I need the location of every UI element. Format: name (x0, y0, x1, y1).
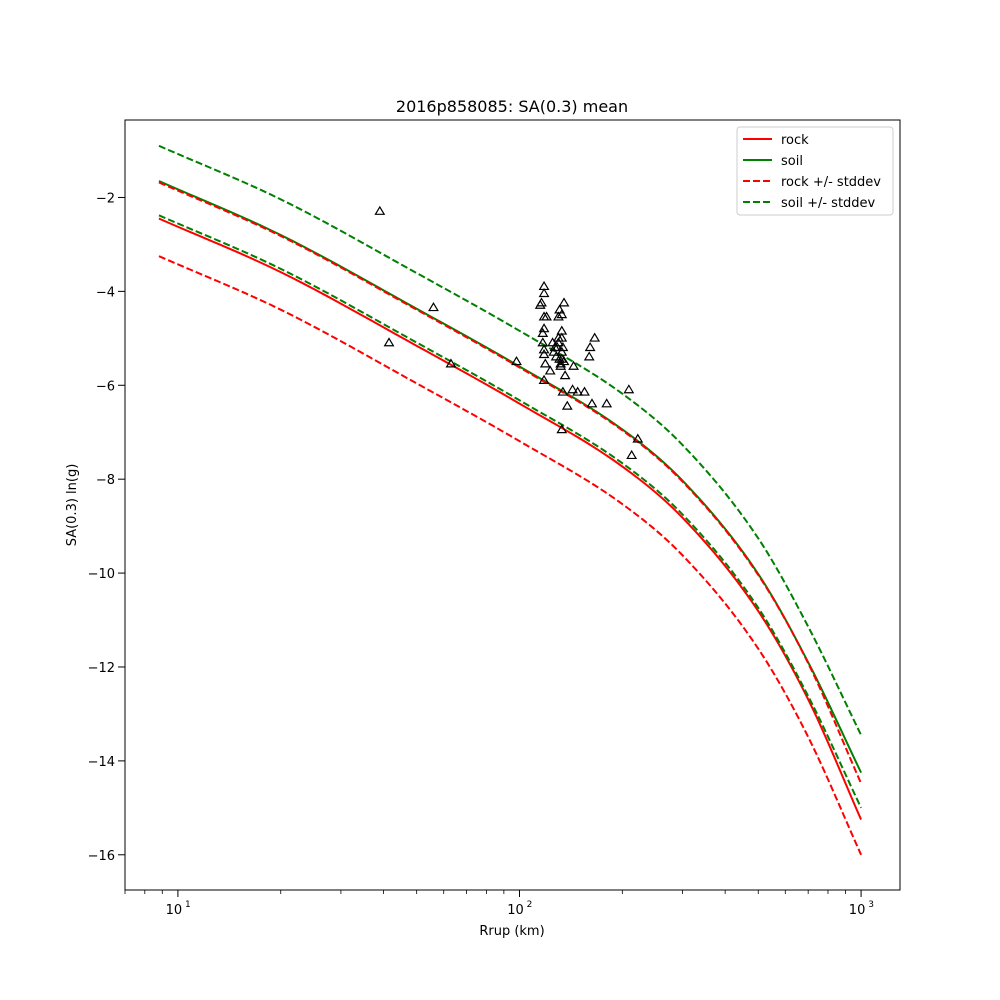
x-axis: 10 1 10 2 10 3 (124, 890, 874, 918)
legend-label: rock +/- stddev (781, 175, 881, 190)
observation-point (626, 449, 638, 460)
y-tick-label: −2 (96, 191, 115, 206)
plot-area (124, 119, 901, 891)
observation-point (556, 309, 568, 319)
observation-point (428, 302, 439, 312)
observation-point (541, 311, 552, 321)
legend-label: soil +/- stddev (781, 196, 876, 211)
y-tick-label: −12 (88, 661, 115, 676)
observation-point (567, 384, 578, 394)
x-tick-label: 10 (166, 903, 183, 918)
y-tick-label: −16 (88, 849, 115, 864)
chart-title: 2016p858085: SA(0.3) mean (396, 97, 628, 116)
observation-point (555, 358, 567, 368)
observation-point (586, 398, 598, 408)
observation-point (556, 424, 568, 434)
observation-point (552, 337, 564, 347)
observation-point (538, 348, 550, 359)
y-tick-label: −8 (96, 473, 115, 488)
y-axis: −2 −4 −6 −8 −10 −12 −14 −16 (88, 191, 125, 864)
observation-point (583, 351, 595, 361)
series-line-rock (158, 217, 862, 820)
observation-point (556, 353, 568, 363)
observation-point (551, 341, 563, 352)
series-line-soil_plus (158, 144, 862, 736)
series-layer (158, 144, 862, 856)
observation-point (584, 341, 596, 352)
observation-point (558, 356, 570, 366)
x-axis-label: Rrup (km) (479, 924, 544, 939)
observation-point (557, 386, 569, 396)
legend-label: rock (781, 133, 809, 148)
observation-point (538, 323, 550, 333)
legend: rock soil rock +/- stddev soil +/- stddev (736, 126, 894, 216)
observation-point (601, 398, 613, 408)
x-tick-label: 10 (507, 903, 524, 918)
observation-point (374, 205, 386, 215)
series-line-rock_minus (158, 255, 862, 856)
y-tick-label: −4 (96, 285, 115, 300)
observation-point (383, 337, 395, 347)
observation-point (568, 360, 580, 370)
observation-point (572, 386, 584, 396)
observation-point (555, 360, 567, 370)
observation-point (561, 400, 573, 410)
observation-point (579, 386, 590, 396)
observation-point (538, 374, 550, 384)
observation-point (547, 337, 559, 347)
observation-point (544, 365, 556, 375)
observation-point (623, 384, 635, 394)
x-tick-exponent: 1 (185, 900, 191, 910)
series-line-rock_plus (158, 181, 862, 784)
observation-point (537, 337, 549, 347)
observation-point (445, 358, 457, 368)
series-line-soil_minus (158, 214, 862, 809)
observation-point (538, 287, 550, 298)
observation-point (589, 332, 601, 342)
observation-point (559, 370, 571, 380)
legend-label: soil (781, 154, 803, 169)
legend-box (736, 126, 894, 216)
observation-point (557, 341, 569, 352)
y-axis-label: SA(0.3) ln(g) (65, 464, 80, 547)
observation-point (539, 358, 551, 368)
observation-point (537, 327, 549, 337)
y-tick-label: −10 (88, 567, 115, 582)
observation-point (556, 332, 568, 342)
y-tick-label: −6 (96, 379, 115, 394)
x-tick-label: 10 (849, 903, 866, 918)
plot-frame (124, 119, 901, 891)
observation-point (558, 297, 570, 307)
observation-points (374, 205, 644, 460)
observation-point (548, 346, 560, 356)
observation-point (536, 297, 547, 307)
observation-point (511, 356, 522, 366)
observation-point (538, 344, 550, 354)
x-tick-exponent: 3 (868, 900, 874, 910)
observation-point (552, 311, 564, 321)
y-tick-label: −14 (88, 755, 115, 770)
x-tick-exponent: 2 (527, 900, 533, 910)
observation-point (632, 433, 644, 443)
